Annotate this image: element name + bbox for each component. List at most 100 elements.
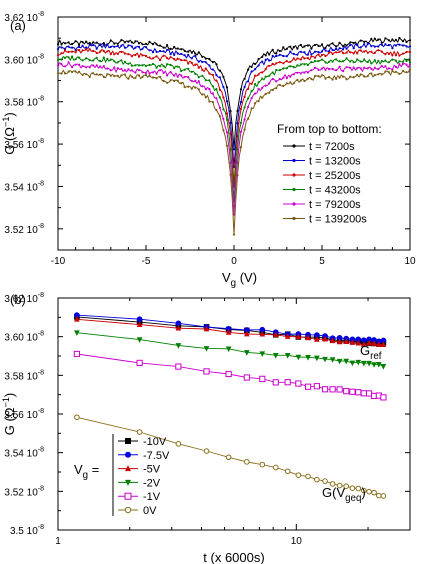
series-marker bbox=[259, 330, 266, 337]
series-marker bbox=[136, 429, 143, 435]
series-point bbox=[218, 106, 221, 109]
series-point bbox=[173, 66, 176, 70]
series-marker bbox=[305, 473, 311, 480]
series-point bbox=[338, 76, 341, 79]
series-point bbox=[56, 53, 60, 57]
series-point bbox=[380, 50, 383, 53]
series-point bbox=[183, 59, 186, 62]
series-point bbox=[359, 39, 362, 42]
series-point bbox=[342, 45, 345, 48]
series-marker bbox=[314, 336, 320, 342]
series-marker bbox=[259, 326, 266, 333]
series-point bbox=[282, 84, 285, 87]
series-point bbox=[317, 75, 320, 78]
series-point bbox=[88, 48, 91, 51]
series-marker bbox=[380, 364, 387, 370]
series-point bbox=[194, 86, 197, 89]
series-point bbox=[60, 58, 63, 61]
series-point bbox=[144, 74, 148, 77]
series-point bbox=[408, 61, 412, 64]
series-point bbox=[85, 46, 88, 49]
panel-label-a: (a) bbox=[10, 18, 26, 33]
series-point bbox=[109, 45, 112, 49]
series-point bbox=[141, 54, 144, 57]
series-point bbox=[356, 58, 359, 61]
series-point bbox=[313, 56, 317, 59]
series-point bbox=[398, 54, 401, 57]
series-point bbox=[162, 71, 165, 74]
series-point bbox=[271, 88, 274, 92]
series-point bbox=[162, 65, 165, 68]
series-point bbox=[264, 54, 267, 57]
series-marker bbox=[355, 359, 362, 366]
series-marker bbox=[349, 339, 356, 345]
series-point bbox=[324, 61, 327, 64]
series-point bbox=[180, 69, 183, 73]
x-tick-label: 0 bbox=[231, 256, 237, 267]
series-marker bbox=[376, 338, 382, 345]
series-point bbox=[229, 110, 232, 113]
series-point bbox=[106, 67, 109, 70]
series-point bbox=[190, 61, 193, 64]
series-point bbox=[67, 41, 70, 44]
series-point bbox=[377, 73, 380, 76]
series-point bbox=[261, 96, 264, 99]
series-point bbox=[405, 59, 408, 63]
series-point bbox=[250, 97, 253, 100]
series-point bbox=[144, 64, 148, 68]
x-axis-label: Vg (V) bbox=[222, 270, 257, 289]
series-point bbox=[197, 76, 200, 79]
series-marker bbox=[295, 333, 302, 340]
series-point bbox=[71, 55, 74, 58]
series-point bbox=[236, 161, 239, 164]
legend-entry: 0V bbox=[143, 505, 157, 517]
series-point bbox=[74, 51, 77, 54]
y-tick-label: 3.54 10-8 bbox=[4, 447, 44, 460]
series-point bbox=[247, 97, 250, 100]
series-point bbox=[120, 44, 123, 47]
series-point bbox=[342, 48, 345, 51]
series-point bbox=[162, 79, 165, 83]
series-point bbox=[215, 79, 218, 82]
series-point bbox=[271, 71, 274, 74]
series-point bbox=[401, 52, 405, 55]
series-point bbox=[356, 43, 359, 47]
series-point bbox=[215, 97, 218, 100]
series-point bbox=[123, 73, 126, 76]
series-marker bbox=[343, 388, 350, 395]
series-point bbox=[116, 61, 119, 64]
series-point bbox=[243, 128, 246, 131]
series-point bbox=[201, 85, 204, 88]
series-point bbox=[331, 60, 334, 63]
series-point bbox=[120, 50, 123, 54]
series-point bbox=[130, 75, 133, 78]
series-point bbox=[173, 79, 176, 83]
series-marker bbox=[203, 346, 210, 352]
series-point bbox=[166, 57, 169, 60]
series-point bbox=[127, 53, 130, 56]
series-marker bbox=[314, 476, 320, 483]
series-point bbox=[95, 64, 98, 67]
series-point bbox=[204, 79, 207, 82]
series-point bbox=[405, 45, 408, 48]
series-marker bbox=[361, 341, 367, 348]
series-point bbox=[151, 71, 155, 74]
series-marker bbox=[295, 472, 302, 478]
series-marker bbox=[203, 325, 210, 332]
series-point bbox=[78, 70, 81, 73]
series-point bbox=[303, 63, 306, 66]
series-marker bbox=[225, 454, 232, 461]
series-point bbox=[127, 40, 130, 43]
series-point bbox=[197, 51, 200, 54]
series-point bbox=[320, 58, 324, 61]
series-marker bbox=[314, 355, 320, 362]
series-point bbox=[384, 65, 387, 68]
series-point bbox=[303, 51, 306, 54]
series-point bbox=[194, 79, 197, 82]
series-point bbox=[159, 75, 162, 78]
legend-entry: t = 13200s bbox=[309, 156, 361, 168]
series-point bbox=[377, 45, 380, 48]
series-point bbox=[239, 88, 243, 91]
series-point bbox=[271, 48, 274, 52]
series-point bbox=[78, 49, 81, 52]
